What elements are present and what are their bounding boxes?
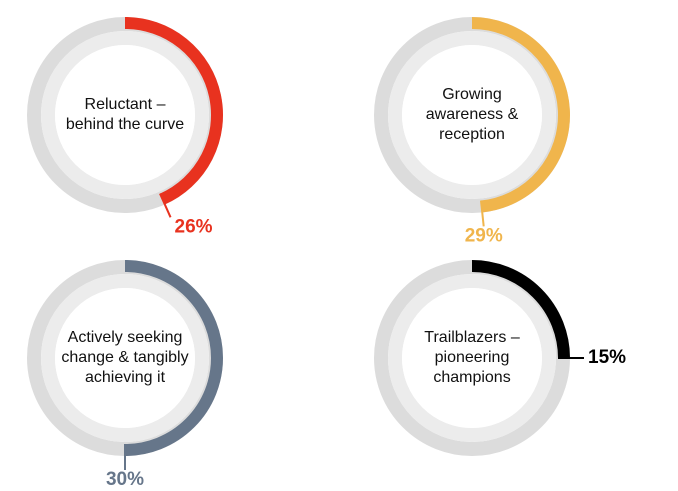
inner-ring xyxy=(388,274,556,442)
center xyxy=(55,45,195,185)
value-label: 29% xyxy=(465,225,503,246)
gauge-label: Growing awareness & reception xyxy=(425,86,519,143)
value-label: 15% xyxy=(588,347,626,368)
leader-line xyxy=(479,200,485,227)
inner-ring xyxy=(41,274,209,442)
gauge-label: Reluctant – behind the curve xyxy=(65,96,185,133)
value-label: 30% xyxy=(106,469,144,490)
gauge-arc xyxy=(124,17,223,205)
inner-ring xyxy=(388,31,556,199)
gauge-arc xyxy=(471,260,570,359)
gauge-arc xyxy=(124,260,223,456)
inner-ring xyxy=(41,31,209,199)
gauge-label: Trailblazers – pioneering champions xyxy=(424,329,520,386)
gauge-arc xyxy=(471,17,570,213)
leader-line xyxy=(159,193,172,218)
center xyxy=(402,45,542,185)
center xyxy=(55,288,195,428)
value-label: 26% xyxy=(175,216,213,237)
center xyxy=(402,288,542,428)
gauge-label: Actively seeking change & tangibly achie… xyxy=(61,329,189,386)
